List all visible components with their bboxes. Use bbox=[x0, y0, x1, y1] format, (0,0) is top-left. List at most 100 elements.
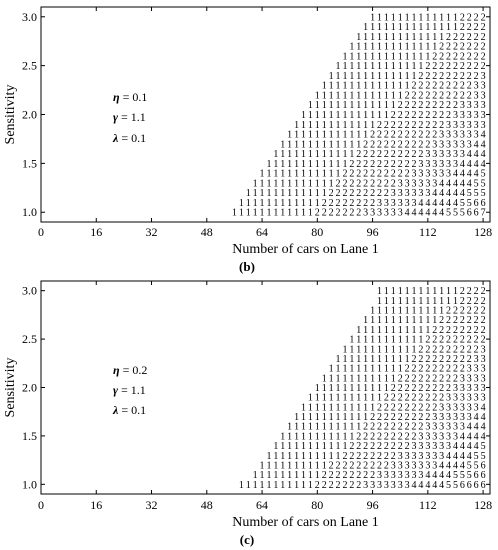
data-cell: 2 bbox=[412, 402, 417, 413]
y-tick-label: 1.5 bbox=[22, 156, 37, 170]
data-cell: 2 bbox=[377, 451, 382, 462]
data-cell: 4 bbox=[474, 159, 479, 170]
data-cell: 4 bbox=[446, 178, 451, 189]
data-cell: 2 bbox=[363, 198, 368, 209]
data-cell: 1 bbox=[266, 178, 271, 189]
data-cell: 2 bbox=[363, 139, 368, 150]
data-cell: 1 bbox=[322, 149, 327, 160]
data-cell: 2 bbox=[329, 198, 334, 209]
data-cell: 1 bbox=[370, 32, 375, 43]
data-cell: 2 bbox=[377, 159, 382, 170]
data-cell: 2 bbox=[322, 208, 327, 219]
data-cell: 2 bbox=[336, 208, 341, 219]
data-cell: 1 bbox=[370, 315, 375, 326]
data-cell: 1 bbox=[377, 296, 382, 307]
data-cell: 3 bbox=[405, 451, 410, 462]
data-cell: 4 bbox=[460, 431, 465, 442]
data-cell: 1 bbox=[315, 402, 320, 413]
data-cell: 2 bbox=[349, 470, 354, 481]
data-cell: 2 bbox=[356, 431, 361, 442]
data-cell: 2 bbox=[405, 120, 410, 131]
data-cell: 1 bbox=[356, 71, 361, 82]
data-cell: 1 bbox=[432, 286, 437, 297]
data-cell: 1 bbox=[301, 422, 306, 433]
data-cell: 4 bbox=[481, 431, 486, 442]
data-cell: 3 bbox=[453, 139, 458, 150]
data-cell: 6 bbox=[474, 480, 479, 491]
data-cell: 2 bbox=[474, 61, 479, 72]
data-cell: 1 bbox=[287, 208, 292, 219]
data-cell: 1 bbox=[363, 373, 368, 384]
data-cell: 1 bbox=[384, 100, 389, 111]
data-cell: 1 bbox=[315, 383, 320, 394]
data-cell: 1 bbox=[342, 139, 347, 150]
data-cell: 2 bbox=[329, 470, 334, 481]
data-cell: 2 bbox=[432, 71, 437, 82]
data-cell: 1 bbox=[370, 110, 375, 121]
data-cell: 2 bbox=[481, 42, 486, 53]
data-cell: 4 bbox=[425, 198, 430, 209]
data-cell: 2 bbox=[384, 149, 389, 160]
data-cell: 1 bbox=[329, 149, 334, 160]
data-cell: 2 bbox=[425, 393, 430, 404]
data-cell: 1 bbox=[349, 431, 354, 442]
data-cell: 1 bbox=[418, 12, 423, 23]
data-cell: 2 bbox=[460, 325, 465, 336]
data-cell: 4 bbox=[453, 198, 458, 209]
data-cell: 2 bbox=[384, 460, 389, 471]
data-cell: 3 bbox=[418, 188, 423, 199]
data-cell: 2 bbox=[370, 178, 375, 189]
data-cell: 1 bbox=[349, 335, 354, 346]
data-cell: 2 bbox=[412, 120, 417, 131]
data-cell: 3 bbox=[405, 188, 410, 199]
data-cell: 1 bbox=[315, 470, 320, 481]
data-cell: 2 bbox=[391, 412, 396, 423]
data-cell: 3 bbox=[453, 149, 458, 160]
data-cell: 1 bbox=[336, 402, 341, 413]
data-cell: 1 bbox=[266, 159, 271, 170]
data-cell: 2 bbox=[405, 393, 410, 404]
data-cell: 5 bbox=[481, 451, 486, 462]
parameter-annotation: λ = 0.1 bbox=[112, 403, 146, 417]
data-cell: 1 bbox=[349, 344, 354, 355]
data-cell: 1 bbox=[356, 139, 361, 150]
data-cell: 2 bbox=[349, 198, 354, 209]
data-cell: 1 bbox=[405, 12, 410, 23]
data-cell: 1 bbox=[370, 335, 375, 346]
data-cell: 1 bbox=[363, 71, 368, 82]
data-cell: 3 bbox=[370, 480, 375, 491]
data-cell: 2 bbox=[412, 110, 417, 121]
data-cell: 1 bbox=[266, 198, 271, 209]
data-cell: 2 bbox=[405, 364, 410, 375]
data-cell: 1 bbox=[273, 159, 278, 170]
data-cell: 2 bbox=[405, 110, 410, 121]
data-cell: 2 bbox=[336, 470, 341, 481]
data-cell: 1 bbox=[363, 100, 368, 111]
data-cell: 1 bbox=[349, 51, 354, 62]
data-cell: 1 bbox=[315, 159, 320, 170]
data-cell: 1 bbox=[370, 364, 375, 375]
data-cell: 2 bbox=[412, 81, 417, 92]
data-cell: 2 bbox=[474, 306, 479, 317]
data-cell: 5 bbox=[481, 178, 486, 189]
data-cell: 1 bbox=[322, 120, 327, 131]
data-cell: 3 bbox=[398, 178, 403, 189]
data-cell: 2 bbox=[391, 451, 396, 462]
data-cell: 3 bbox=[425, 460, 430, 471]
data-cell: 1 bbox=[391, 286, 396, 297]
data-cell: 1 bbox=[294, 208, 299, 219]
data-cell: 2 bbox=[405, 159, 410, 170]
data-cell: 2 bbox=[412, 412, 417, 423]
data-cell: 1 bbox=[349, 373, 354, 384]
data-cell: 1 bbox=[384, 81, 389, 92]
data-cell: 3 bbox=[418, 460, 423, 471]
data-cell: 5 bbox=[460, 198, 465, 209]
data-cell: 2 bbox=[418, 383, 423, 394]
data-cell: 4 bbox=[460, 178, 465, 189]
data-cell: 1 bbox=[405, 81, 410, 92]
data-cell: 1 bbox=[363, 120, 368, 131]
data-cell: 1 bbox=[315, 422, 320, 433]
data-cell: 1 bbox=[412, 61, 417, 72]
data-cell: 2 bbox=[377, 460, 382, 471]
data-cell: 2 bbox=[405, 412, 410, 423]
